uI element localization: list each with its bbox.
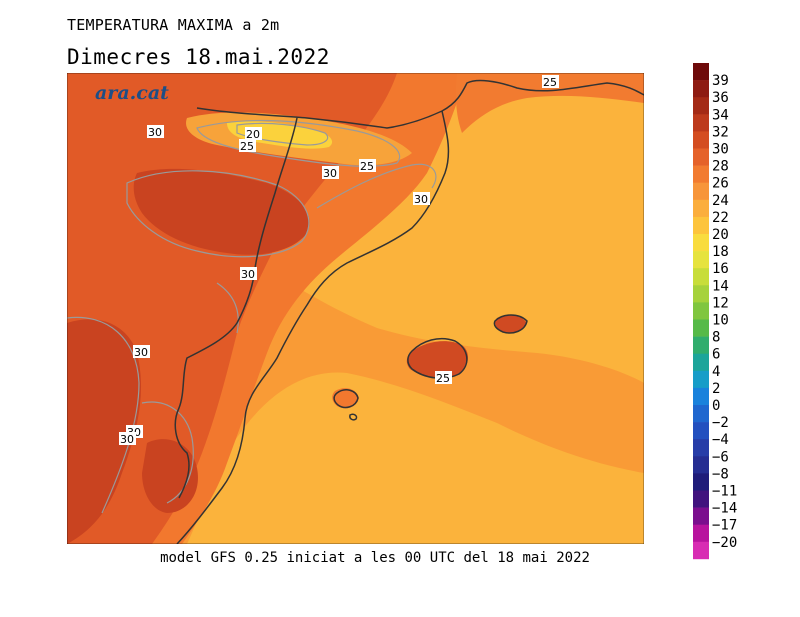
legend-label: −14 — [712, 501, 737, 517]
contour-label: 30 — [414, 193, 428, 206]
legend-swatch — [693, 473, 709, 491]
legend-swatch — [693, 182, 709, 201]
map-date: Dimecres 18.mai.2022 — [67, 45, 330, 69]
legend-swatch — [693, 456, 709, 474]
legend-label: 8 — [712, 330, 720, 346]
legend-swatch — [693, 114, 709, 132]
legend-swatch — [693, 405, 709, 423]
legend-swatch — [693, 251, 709, 269]
legend-label: 39 — [712, 73, 729, 89]
legend-label: 34 — [712, 107, 729, 123]
legend-swatch — [693, 490, 709, 508]
map-title: TEMPERATURA MAXIMA a 2m — [67, 16, 280, 34]
legend-label: 36 — [712, 90, 729, 106]
contour-label: 30 — [148, 126, 162, 139]
legend-swatch — [693, 131, 709, 149]
legend-label: 26 — [712, 176, 729, 192]
field-ne-sea — [455, 73, 644, 133]
legend-swatch — [693, 63, 709, 81]
legend-label: 12 — [712, 295, 729, 311]
legend-label: 10 — [712, 313, 729, 329]
legend-swatch — [693, 302, 709, 320]
legend-label: 4 — [712, 364, 720, 380]
legend-label: 32 — [712, 124, 729, 140]
legend-swatch — [693, 268, 709, 286]
coastlines-and-borders — [174, 79, 644, 544]
legend-label: 30 — [712, 142, 729, 158]
contour-label: 30 — [241, 268, 255, 281]
legend-swatch — [693, 353, 709, 372]
legend-swatch — [693, 541, 709, 560]
legend-swatch — [693, 370, 709, 389]
field-30-32-south — [142, 439, 198, 513]
contour-labels: 25 20 25 30 30 25 30 30 30 30 30 25 — [119, 75, 559, 446]
menorca-heat — [494, 315, 527, 333]
contour-label: 25 — [436, 372, 450, 385]
legend-label: 24 — [712, 193, 729, 209]
ibiza-heat — [332, 388, 359, 409]
field-30-32-west — [67, 319, 142, 544]
legend-swatch — [693, 439, 709, 457]
color-legend: 39363432302826242220181614121086420−2−4−… — [693, 63, 737, 560]
legend-swatch — [693, 285, 709, 303]
legend-label: −8 — [712, 466, 729, 482]
legend-label: 22 — [712, 210, 729, 226]
contour-label: 20 — [246, 128, 260, 141]
contour-label: 25 — [360, 160, 374, 173]
legend-label: −4 — [712, 432, 729, 448]
legend-swatch — [693, 165, 709, 183]
legend-label: 16 — [712, 261, 729, 277]
legend-label: 18 — [712, 244, 729, 260]
legend-swatch — [693, 199, 709, 218]
field-30-32-ebro — [133, 168, 310, 255]
legend-label: 14 — [712, 278, 729, 294]
legend-swatch — [693, 80, 709, 98]
legend-label: 2 — [712, 381, 720, 397]
legend-swatch — [693, 234, 709, 252]
legend-swatch — [693, 216, 709, 235]
legend-label: 28 — [712, 159, 729, 175]
contour-label: 30 — [120, 433, 134, 446]
legend-swatch — [693, 422, 709, 440]
legend-swatch — [693, 387, 709, 406]
contour-label: 30 — [134, 346, 148, 359]
contour-label: 25 — [543, 76, 557, 89]
legend-label: −6 — [712, 449, 729, 465]
contour-label: 25 — [240, 140, 254, 153]
legend-swatch — [693, 148, 709, 166]
legend-label: −20 — [712, 535, 737, 551]
legend-swatch — [693, 524, 709, 543]
legend-swatch — [693, 97, 709, 115]
temperature-map: 25 20 25 30 30 25 30 30 30 30 30 25 ara.… — [67, 73, 644, 544]
legend-label: −17 — [712, 518, 737, 534]
legend-label: 20 — [712, 227, 729, 243]
legend-swatch — [693, 336, 709, 354]
legend-label: 0 — [712, 398, 720, 414]
legend-swatch — [693, 319, 709, 337]
mallorca-heat — [406, 341, 469, 379]
ara-cat-logo: ara.cat — [95, 82, 169, 104]
legend-label: −11 — [712, 484, 737, 500]
legend-label: 6 — [712, 347, 720, 363]
legend-label: −2 — [712, 415, 729, 431]
contour-label: 30 — [323, 167, 337, 180]
model-caption: model GFS 0.25 iniciat a les 00 UTC del … — [160, 550, 590, 566]
legend-swatch — [693, 507, 709, 525]
